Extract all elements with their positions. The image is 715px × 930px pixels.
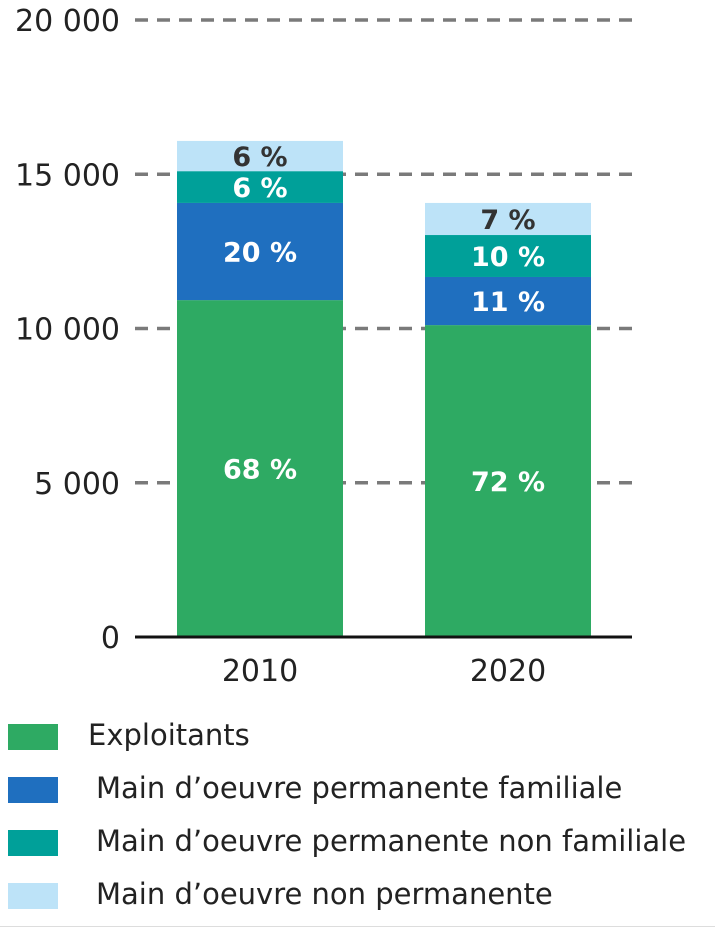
bar-segment — [425, 325, 591, 637]
data-label: 10 % — [471, 242, 545, 273]
legend-label: Main d’oeuvre non permanente — [96, 877, 553, 911]
x-tick-label: 2010 — [222, 654, 298, 689]
bar-segment — [177, 300, 343, 637]
bar-segment — [425, 202, 591, 236]
y-tick-label: 20 000 — [15, 4, 120, 39]
divider — [0, 926, 715, 927]
bar-segment — [425, 276, 591, 326]
legend-swatch — [8, 830, 58, 856]
y-tick-label: 5 000 — [34, 467, 120, 502]
data-label: 6 % — [232, 142, 287, 173]
y-tick-label: 15 000 — [15, 158, 120, 193]
bar-segment — [177, 140, 343, 172]
bar-segment — [177, 202, 343, 301]
legend-label: Main d’oeuvre permanente familiale — [96, 771, 623, 805]
bar-segment — [177, 171, 343, 203]
data-label: 6 % — [232, 173, 287, 204]
data-label: 7 % — [480, 205, 535, 236]
legend-label: Exploitants — [88, 718, 250, 752]
legend-swatch — [8, 724, 58, 750]
legend-swatch — [8, 777, 58, 803]
legend-label: Main d’oeuvre permanente non familiale — [96, 824, 687, 858]
x-tick-label: 2020 — [470, 654, 546, 689]
y-tick-label: 0 — [101, 621, 120, 656]
legend-swatch — [8, 883, 58, 909]
bar-segment — [425, 235, 591, 277]
data-label: 72 % — [471, 467, 545, 498]
data-label: 20 % — [223, 238, 297, 269]
data-label: 68 % — [223, 455, 297, 486]
data-label: 11 % — [471, 287, 545, 318]
y-tick-label: 10 000 — [15, 313, 120, 348]
stacked-bar-chart: 0 5 000 10 000 15 000 20 000 68 % 20 % 6 %6 % 20… — [15, 4, 632, 689]
